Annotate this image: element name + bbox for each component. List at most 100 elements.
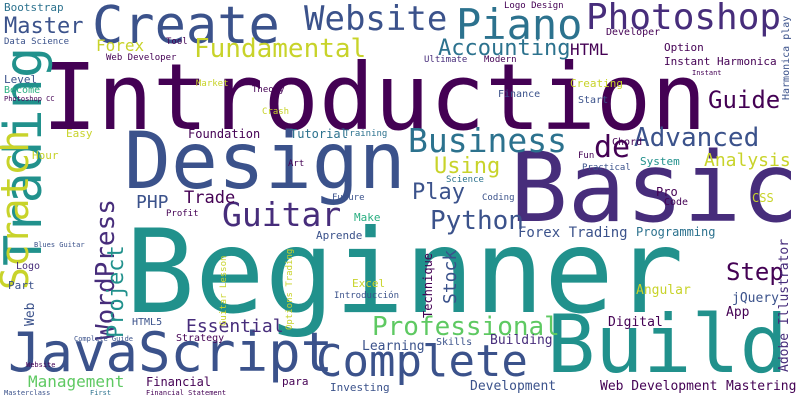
word-creating: Creating	[570, 77, 623, 90]
word-strategy: Strategy	[176, 333, 225, 344]
word-options-trading: Options Trading	[285, 248, 295, 330]
word-art: Art	[288, 159, 305, 169]
word-profit: Profit	[166, 209, 199, 219]
word-bootstrap: Bootstrap	[4, 1, 64, 14]
word-design: Design	[124, 117, 406, 207]
word-aprende: Aprende	[316, 229, 363, 242]
word-ultimate: Ultimate	[424, 55, 468, 65]
word-skills: Skills	[436, 337, 473, 348]
word-advanced: Advanced	[634, 123, 760, 153]
word-python: Python	[430, 206, 524, 236]
word-play: Play	[412, 180, 465, 205]
word-using: Using	[434, 154, 501, 179]
word-investing: Investing	[330, 381, 390, 394]
word-developer: Developer	[606, 27, 661, 38]
word-piano: Piano	[456, 0, 583, 49]
word-excel: Excel	[352, 277, 386, 290]
word-foundation: Foundation	[188, 127, 261, 141]
word-coding: Coding	[482, 193, 515, 203]
word-beginner: Beginner	[125, 205, 684, 340]
word-management: Management	[28, 372, 125, 391]
word-jquery: jQuery	[732, 291, 779, 306]
word-forex: Forex	[96, 36, 145, 55]
word-level: Level	[4, 73, 38, 86]
word-css: CSS	[752, 191, 774, 205]
word-practical: Practical	[582, 163, 631, 173]
word-complete: Complete	[316, 336, 528, 387]
word-harmonica-play: Harmonica play	[781, 15, 792, 100]
word-financial-statement: Financial Statement	[146, 389, 227, 397]
word-project: Project	[104, 245, 129, 338]
word-essential: Essential	[186, 316, 284, 337]
word-theory: Theory	[252, 85, 285, 95]
word-pro: Pro	[656, 185, 678, 199]
word-blues-guitar: Blues Guitar	[34, 241, 85, 249]
word-financial: Financial	[146, 375, 212, 389]
word-html: HTML	[570, 40, 609, 59]
word-build: Build	[547, 298, 788, 391]
word-fun: Fun	[578, 151, 595, 161]
word-basic: Basic	[510, 132, 799, 244]
word-easy: Easy	[66, 127, 93, 140]
word-system: System	[640, 155, 680, 168]
word-modern: Modern	[484, 55, 517, 65]
word-masterclass: Masterclass	[4, 389, 51, 397]
word-javascript: JavaScript	[8, 321, 334, 384]
word-training: Training	[344, 129, 388, 139]
word-finance: Finance	[498, 89, 541, 100]
word-app: App	[726, 305, 750, 320]
word-make: Make	[354, 211, 381, 224]
word-crash: Crash	[262, 107, 290, 117]
word-start: Start	[578, 95, 609, 106]
word-option: Option	[664, 41, 704, 54]
word-website-small: Website	[26, 361, 56, 369]
word-chord: Chord	[612, 137, 643, 148]
word-become: Become	[4, 85, 41, 96]
word-step: Step	[726, 258, 784, 286]
word-logo-design: Logo Design	[504, 1, 564, 11]
word-adobe-illustrator: Adobe Illustrator	[777, 238, 792, 372]
word-fundamental: Fundamental	[194, 34, 367, 64]
word-business: Business	[408, 121, 567, 160]
word-building: Building	[490, 333, 553, 348]
word-tool: Tool	[166, 37, 188, 47]
word-complete-guide: Complete Guide	[74, 335, 134, 343]
word-guitar-lesson: Guitar Lesson	[219, 255, 229, 326]
word-php: PHP	[136, 192, 169, 213]
word-technique: Technique	[421, 252, 435, 318]
word-professional: Professional	[372, 312, 560, 342]
word-mastering: Mastering	[726, 379, 797, 394]
word-web-developer: Web Developer	[106, 53, 177, 63]
word-de: de	[594, 130, 631, 165]
word-web-development: Web Development	[600, 379, 718, 394]
word-photoshop-cc: Photoshop CC	[4, 95, 55, 103]
word-html5: HTML5	[132, 317, 163, 328]
word-master: Master	[4, 14, 84, 39]
word-programming: Programming	[636, 225, 716, 239]
word-introduccion: Introducción	[334, 291, 400, 301]
word-stock: Stock	[440, 249, 461, 304]
word-learning: Learning	[362, 339, 425, 354]
word-forex-trading: Forex Trading	[518, 225, 628, 241]
word-para: para	[282, 375, 309, 388]
word-website: Website	[304, 0, 448, 39]
word-logo: Logo	[16, 261, 41, 272]
word-digital: Digital	[608, 315, 663, 330]
word-market: Market	[196, 79, 229, 89]
word-code: Code	[664, 197, 689, 208]
word-angular: Angular	[636, 283, 691, 298]
word-development: Development	[470, 379, 557, 394]
word-part: Part	[8, 279, 35, 292]
word-introduction: Introduction	[42, 44, 707, 151]
word-instant-harmonica: Instant Harmonica	[664, 55, 777, 68]
word-first: First	[90, 389, 112, 397]
word-photoshop: Photoshop	[586, 0, 782, 38]
word-science: Science	[446, 175, 484, 185]
word-hour: Hour	[32, 149, 59, 162]
word-tutorial: Tutorial	[290, 127, 348, 141]
word-instant: Instant	[692, 69, 722, 77]
word-accounting: Accounting	[438, 36, 571, 61]
word-guitar: Guitar	[222, 195, 342, 234]
word-create: Create	[92, 0, 280, 56]
